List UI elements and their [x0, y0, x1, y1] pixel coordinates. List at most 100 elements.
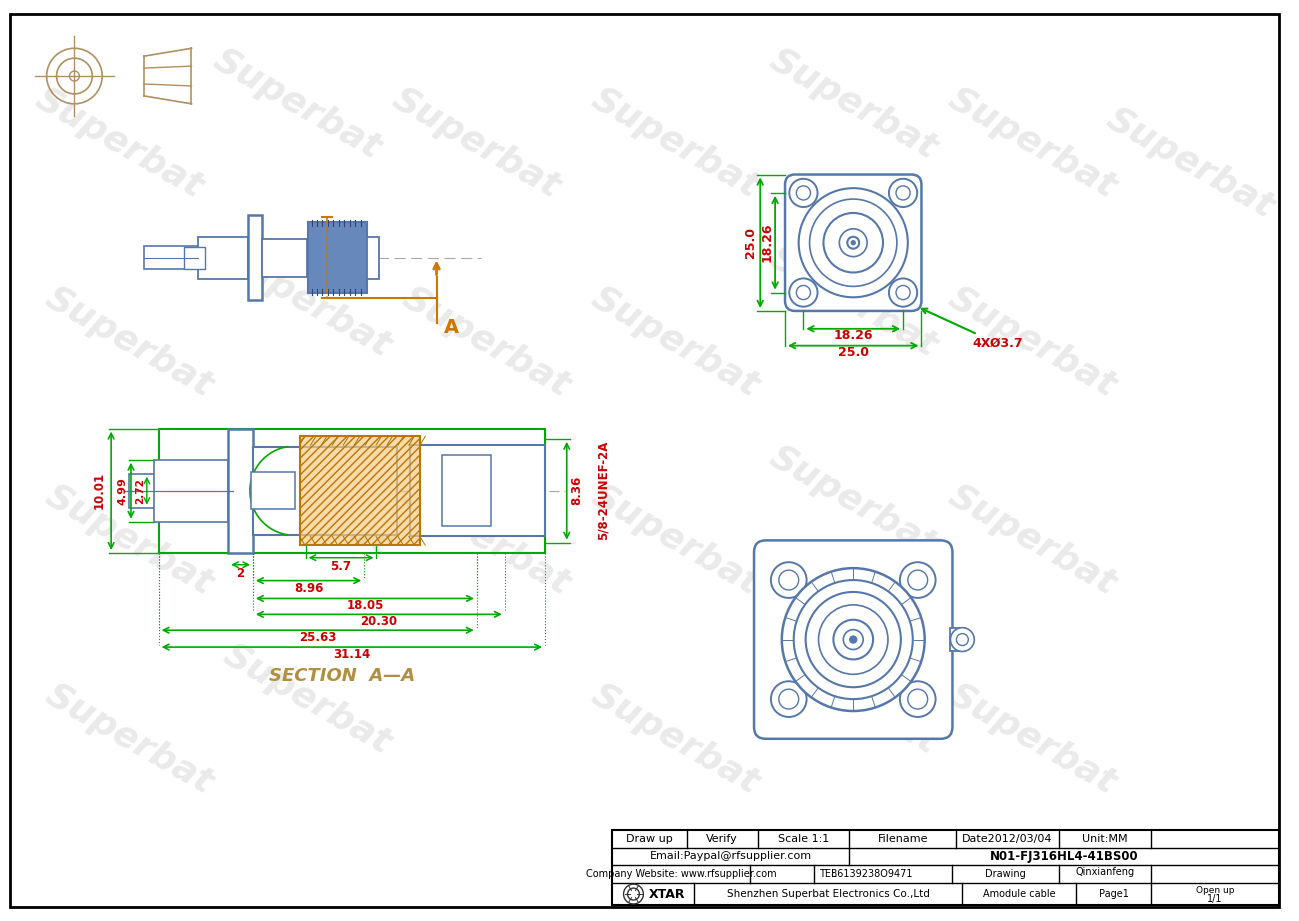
Circle shape [794, 580, 913, 699]
Text: Superbat: Superbat [942, 479, 1121, 602]
Text: 5/8-24UNEF-2A: 5/8-24UNEF-2A [596, 441, 609, 541]
Circle shape [951, 628, 974, 651]
Circle shape [839, 228, 868, 257]
Circle shape [889, 278, 917, 307]
Circle shape [799, 188, 908, 297]
Text: Superbat: Superbat [942, 280, 1121, 403]
Circle shape [850, 636, 857, 643]
Circle shape [834, 620, 873, 659]
Circle shape [624, 884, 643, 904]
Circle shape [824, 213, 883, 273]
Circle shape [805, 592, 902, 687]
Text: Scale 1:1: Scale 1:1 [778, 834, 829, 844]
Bar [199, 237, 248, 279]
Text: Superbat: Superbat [585, 677, 764, 800]
Text: XTAR: XTAR [648, 888, 685, 901]
Circle shape [908, 689, 927, 709]
Text: 18.26: 18.26 [834, 329, 873, 342]
Text: N01-FJ316HL4-41BS00: N01-FJ316HL4-41BS00 [990, 850, 1138, 863]
Text: Superbat: Superbat [396, 479, 575, 602]
Text: 10.01: 10.01 [94, 472, 107, 509]
Text: 86139238O9471: 86139238O9471 [829, 869, 913, 879]
Text: Drawing: Drawing [985, 869, 1026, 879]
Circle shape [627, 888, 639, 900]
Text: Shenzhen Superbat Electronics Co.,Ltd: Shenzhen Superbat Electronics Co.,Ltd [727, 889, 930, 899]
Bar [410, 445, 546, 536]
Bar [951, 628, 965, 651]
Text: Page1: Page1 [1099, 889, 1129, 899]
Text: Superbat: Superbat [585, 479, 764, 602]
Text: A: A [444, 318, 459, 337]
Text: Amodule cable: Amodule cable [983, 889, 1056, 899]
Circle shape [851, 240, 855, 245]
Text: Superbat: Superbat [30, 82, 209, 205]
Circle shape [956, 634, 968, 646]
Bar [262, 239, 307, 276]
Text: Superbat: Superbat [1100, 101, 1281, 225]
Text: Superbat: Superbat [39, 280, 218, 403]
Text: Superbat: Superbat [942, 677, 1121, 800]
FancyBboxPatch shape [753, 541, 952, 739]
Text: Qinxianfeng: Qinxianfeng [1076, 867, 1134, 877]
Text: Superbat: Superbat [396, 280, 575, 403]
Circle shape [779, 689, 799, 709]
Circle shape [900, 562, 935, 598]
Text: Superbat: Superbat [218, 637, 397, 761]
Text: 1/1: 1/1 [1207, 894, 1222, 904]
Bar [300, 437, 420, 545]
Text: Company Website: www.rfsupplier.com: Company Website: www.rfsupplier.com [586, 869, 777, 879]
Text: 2.72: 2.72 [135, 478, 145, 504]
FancyBboxPatch shape [785, 174, 921, 311]
Text: Superbat: Superbat [39, 479, 218, 602]
Text: Superbat: Superbat [764, 240, 943, 364]
Text: Superbat: Superbat [585, 280, 764, 403]
Bar [229, 428, 253, 553]
Bar [153, 460, 229, 521]
Circle shape [896, 186, 911, 200]
Bar [158, 428, 546, 553]
Text: 25.0: 25.0 [744, 227, 757, 258]
Text: 25.0: 25.0 [838, 345, 869, 358]
Text: 8.96: 8.96 [294, 581, 323, 595]
Circle shape [847, 237, 859, 249]
Text: 2: 2 [236, 566, 244, 579]
Text: 18.05: 18.05 [347, 600, 383, 612]
Circle shape [790, 179, 817, 207]
Text: 4.99: 4.99 [118, 477, 129, 505]
Text: 18.26: 18.26 [761, 223, 774, 262]
Bar [253, 447, 397, 535]
Text: Superbat: Superbat [764, 637, 943, 761]
Text: Superbat: Superbat [218, 439, 397, 563]
Circle shape [796, 286, 811, 299]
Circle shape [782, 568, 925, 711]
Bar [308, 222, 368, 293]
Text: 5.7: 5.7 [330, 560, 352, 573]
Circle shape [843, 630, 863, 649]
Bar [300, 437, 420, 545]
Text: 20.30: 20.30 [360, 615, 397, 628]
Circle shape [809, 199, 896, 286]
Circle shape [896, 286, 911, 299]
Circle shape [818, 605, 889, 674]
Circle shape [779, 570, 799, 590]
Bar [248, 216, 262, 300]
Text: Superbat: Superbat [764, 439, 943, 563]
Circle shape [889, 179, 917, 207]
Circle shape [770, 682, 807, 717]
Circle shape [900, 682, 935, 717]
Circle shape [790, 278, 817, 307]
Bar [612, 830, 1280, 905]
Text: Superbat: Superbat [218, 240, 397, 364]
Circle shape [796, 186, 811, 200]
Text: Filename: Filename [878, 834, 927, 844]
Bar [251, 472, 295, 509]
Bar [442, 455, 491, 526]
Text: 31.14: 31.14 [334, 648, 370, 661]
Text: Verify: Verify [707, 834, 738, 844]
Text: Open up: Open up [1195, 886, 1234, 894]
Circle shape [770, 562, 807, 598]
Text: Draw up: Draw up [626, 834, 673, 844]
Bar [183, 247, 205, 269]
Text: SECTION  A—A: SECTION A—A [269, 667, 416, 685]
Bar [368, 237, 379, 279]
